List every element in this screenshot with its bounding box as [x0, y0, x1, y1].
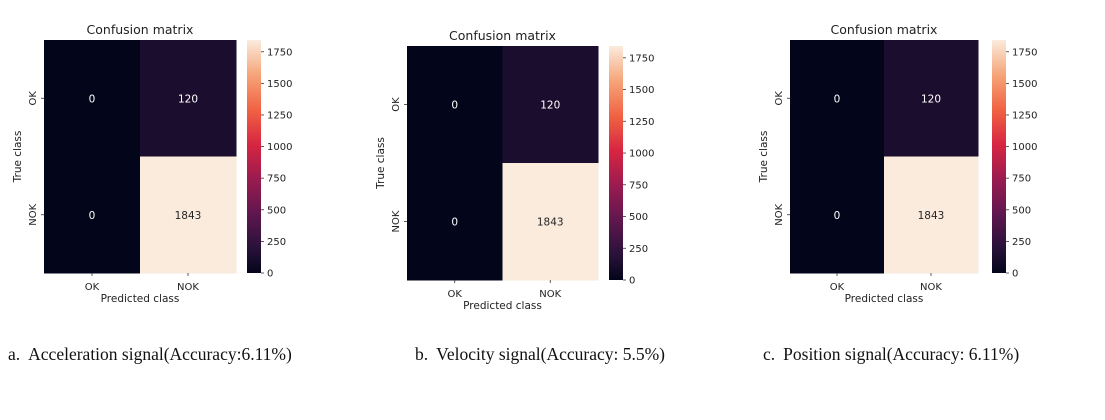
colorbar: [247, 40, 261, 273]
caption-b-text: Velocity signal(Accuracy: 5.5%): [436, 344, 666, 364]
colorbar-tick-label: 0: [629, 276, 635, 287]
cell-value-label: 1843: [175, 210, 202, 222]
cell-value-label: 0: [451, 217, 458, 229]
colorbar-tick-label: 1750: [267, 47, 292, 58]
heatmap-cell: [884, 40, 979, 157]
colorbar: [992, 40, 1006, 273]
x-tick-label: NOK: [177, 282, 199, 293]
cell-value-label: 0: [89, 210, 96, 222]
y-tick-label: NOK: [28, 203, 39, 225]
colorbar-tick-label: 750: [267, 174, 286, 185]
y-axis-label: True class: [758, 131, 770, 184]
heatmap-cell: [790, 40, 885, 157]
colorbar-tick-label: 1250: [1012, 110, 1037, 121]
colorbar-tick-label: 1500: [1012, 79, 1037, 90]
caption-a: a. Acceleration signal(Accuracy:6.11%): [8, 344, 292, 365]
x-tick-label: NOK: [539, 289, 561, 300]
heatmap-cell: [502, 163, 599, 281]
y-axis-label: True class: [375, 137, 387, 190]
y-tick-label: OK: [391, 97, 402, 112]
colorbar-tick-label: 1250: [629, 117, 654, 128]
colorbar-tick-label: 500: [1012, 205, 1031, 216]
cell-value-label: 120: [540, 100, 560, 112]
colorbar-tick-label: 500: [267, 205, 286, 216]
cell-value-label: 0: [451, 100, 458, 112]
colorbar-tick-label: 250: [267, 237, 286, 248]
x-axis-label: Predicted class: [845, 293, 924, 305]
cell-value-label: 120: [921, 93, 941, 105]
colorbar-tick-label: 500: [629, 212, 648, 223]
heatmap-cell: [407, 46, 503, 164]
cell-value-label: 1843: [537, 217, 564, 229]
colorbar-tick-label: 250: [1012, 237, 1031, 248]
x-axis-label: Predicted class: [101, 293, 180, 305]
colorbar-tick-label: 1250: [267, 110, 292, 121]
colorbar-tick-label: 250: [629, 244, 648, 255]
colorbar-tick-label: 0: [1012, 269, 1018, 280]
x-tick-label: NOK: [920, 282, 942, 293]
heatmap-cell: [140, 156, 237, 274]
colorbar-tick-label: 1000: [1012, 142, 1037, 153]
caption-c: c. Position signal(Accuracy: 6.11%): [763, 344, 1019, 365]
colorbar-tick-label: 1000: [629, 149, 654, 160]
caption-a-text: Acceleration signal(Accuracy:6.11%): [28, 344, 292, 364]
heatmap-cell: [790, 156, 885, 274]
cell-value-label: 120: [178, 93, 198, 105]
heatmap-cell: [502, 46, 599, 164]
y-tick-label: OK: [28, 91, 39, 106]
cell-value-label: 0: [89, 93, 96, 105]
colorbar-tick-label: 1000: [267, 142, 292, 153]
x-axis-label: Predicted class: [463, 300, 542, 312]
heatmap-cell: [44, 156, 141, 274]
x-tick-label: OK: [85, 282, 100, 293]
colorbar-tick-label: 0: [267, 269, 273, 280]
chart-title: Confusion matrix: [449, 28, 556, 43]
colorbar: [609, 46, 623, 280]
heatmap-cell: [140, 40, 237, 157]
colorbar-tick-label: 750: [629, 180, 648, 191]
caption-b: b. Velocity signal(Accuracy: 5.5%): [415, 344, 665, 365]
colorbar-tick-label: 1750: [629, 53, 654, 64]
colorbar-tick-label: 1500: [629, 85, 654, 96]
caption-c-text: Position signal(Accuracy: 6.11%): [783, 344, 1020, 364]
x-tick-label: OK: [448, 289, 463, 300]
cell-value-label: 0: [834, 93, 841, 105]
cell-value-label: 1843: [918, 210, 945, 222]
chart-title: Confusion matrix: [87, 22, 194, 37]
heatmap-cell: [884, 156, 979, 274]
caption-a-label: a.: [8, 344, 21, 364]
caption-c-label: c.: [763, 344, 776, 364]
colorbar-tick-label: 1500: [267, 79, 292, 90]
heatmap-cell: [407, 163, 503, 281]
caption-b-label: b.: [415, 344, 429, 364]
y-tick-label: NOK: [391, 210, 402, 232]
x-tick-label: OK: [830, 282, 845, 293]
y-tick-label: OK: [774, 91, 785, 106]
heatmap-cell: [44, 40, 141, 157]
cell-value-label: 0: [834, 210, 841, 222]
y-tick-label: NOK: [774, 203, 785, 225]
colorbar-tick-label: 1750: [1012, 47, 1037, 58]
colorbar-tick-label: 750: [1012, 174, 1031, 185]
chart-title: Confusion matrix: [831, 22, 938, 37]
y-axis-label: True class: [12, 131, 24, 184]
